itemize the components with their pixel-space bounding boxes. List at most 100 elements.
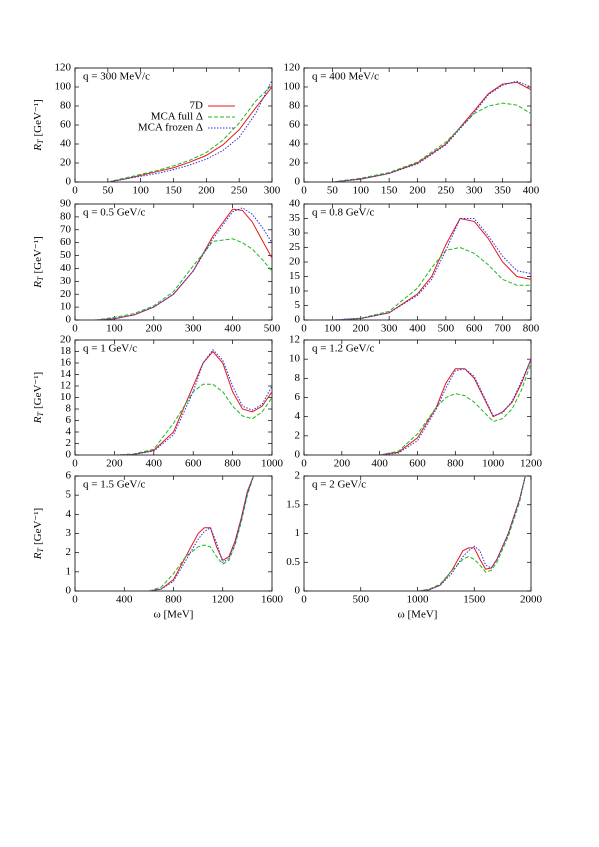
annotation: q = 1.5 GeV/c (83, 479, 146, 491)
y-tick-label: 18 (60, 345, 72, 357)
x-tick-label: 700 (494, 323, 511, 335)
y-tick-label: 40 (289, 138, 301, 150)
x-tick-label: 400 (116, 594, 133, 606)
series-line (114, 350, 272, 455)
series-line (94, 238, 272, 320)
x-tick-label: 0 (301, 185, 307, 197)
y-tick-label: 10 (60, 391, 72, 403)
series-line (417, 476, 526, 591)
series-line (332, 246, 531, 320)
y-tick-label: 120 (284, 62, 301, 74)
y-label-subscript: T (36, 139, 45, 144)
y-tick-label: 20 (289, 256, 301, 268)
x-tick-label: 400 (224, 323, 241, 335)
x-tick-label: 100 (132, 185, 149, 197)
series-line (379, 358, 531, 455)
x-tick-label: 300 (264, 185, 281, 197)
y-tick-label: 2 (66, 546, 72, 558)
legend-label: MCA full Δ (151, 111, 203, 123)
series-line (332, 80, 531, 182)
y-tick-label: 20 (60, 157, 72, 169)
y-tick-label: 5 (295, 299, 301, 311)
x-tick-label: 1500 (463, 594, 486, 606)
y-tick-label: 80 (60, 210, 72, 222)
y-tick-label: 60 (289, 119, 301, 131)
annotation: q = 300 MeV/c (83, 71, 150, 83)
x-tick-label: 1600 (261, 594, 284, 606)
series-line (332, 217, 531, 320)
y-label-symbol: R (32, 416, 44, 424)
y-label: RT [GeV⁻¹] (32, 99, 45, 151)
panel: 0 50 100 150 200 250 300 350 400 0 20 40 60 80 100 120 q… (284, 62, 540, 197)
x-tick-label: 800 (224, 458, 241, 470)
y-label-unit: [GeV⁻¹] (32, 372, 44, 409)
y-tick-label: 0 (66, 314, 72, 326)
y-tick-label: 12 (289, 334, 300, 346)
x-tick-label: 0 (301, 323, 307, 335)
y-tick-label: 6 (66, 470, 72, 482)
x-tick-label: 200 (409, 185, 426, 197)
x-tick-label: 100 (106, 323, 123, 335)
y-tick-label: 4 (66, 508, 72, 520)
y-tick-label: 10 (289, 285, 301, 297)
y-tick-label: 30 (289, 227, 301, 239)
x-tick-label: 250 (231, 185, 248, 197)
y-tick-label: 50 (60, 249, 72, 261)
plot-frame (303, 475, 532, 592)
y-label: RT [GeV⁻¹] (32, 236, 45, 288)
x-tick-label: 200 (106, 458, 123, 470)
y-tick-label: 120 (55, 62, 72, 74)
y-tick-label: 0 (295, 314, 301, 326)
y-tick-label: 70 (60, 223, 72, 235)
y-tick-label: 8 (66, 403, 72, 415)
x-tick-label: 200 (353, 323, 370, 335)
x-tick-label: 1200 (212, 594, 235, 606)
x-tick-label: 400 (371, 458, 388, 470)
y-label-subscript: T (36, 276, 45, 281)
y-tick-label: 60 (60, 119, 72, 131)
y-tick-label: 80 (60, 100, 72, 112)
y-label: RT [GeV⁻¹] (32, 372, 45, 424)
x-tick-label: 0 (72, 185, 78, 197)
y-tick-label: 40 (289, 198, 301, 210)
y-tick-label: 0.5 (286, 556, 300, 568)
x-tick-label: 300 (466, 185, 483, 197)
y-tick-label: 2 (295, 429, 301, 441)
plot-frame (303, 203, 532, 321)
x-tick-label: 500 (264, 323, 281, 335)
y-tick-label: 10 (289, 353, 301, 365)
y-tick-label: 4 (66, 426, 72, 438)
panel: 0 200 400 600 800 1000 1200 0 2 4 6 8 10 12 q = 1.2 Ge… (289, 334, 543, 470)
x-tick-label: 200 (334, 458, 351, 470)
annotation: q = 0.5 GeV/c (83, 207, 146, 219)
x-tick-label: 0 (72, 458, 78, 470)
y-label-unit: [GeV⁻¹] (32, 236, 44, 273)
series-line (148, 476, 255, 591)
annotation: q = 0.8 GeV/c (312, 207, 375, 219)
y-tick-label: 0 (295, 449, 301, 461)
x-tick-label: 600 (466, 323, 483, 335)
x-tick-label: 600 (409, 458, 426, 470)
y-label-symbol: R (32, 552, 44, 560)
plot-frame (74, 203, 273, 321)
y-tick-label: 6 (66, 414, 72, 426)
x-tick-label: 1000 (261, 458, 284, 470)
panel: 0 500 1000 1500 2000 0 0.5 1 1.5 2 q = 2 GeV/c ω [M… (286, 470, 542, 621)
y-label-unit: [GeV⁻¹] (32, 508, 44, 545)
x-tick-label: 800 (165, 594, 182, 606)
series-line (417, 476, 526, 591)
plot-frame (74, 339, 273, 456)
y-tick-label: 0 (295, 585, 301, 597)
y-tick-label: 30 (60, 275, 72, 287)
x-tick-label: 500 (353, 594, 370, 606)
x-tick-label: 0 (72, 323, 78, 335)
x-tick-label: 250 (438, 185, 455, 197)
plot-frame (303, 67, 532, 183)
series-line (379, 362, 531, 455)
annotation: q = 2 GeV/c (312, 479, 366, 491)
legend-label: MCA frozen Δ (138, 122, 203, 134)
series-line (94, 208, 272, 320)
y-tick-label: 3 (66, 527, 72, 539)
y-tick-label: 35 (289, 212, 301, 224)
